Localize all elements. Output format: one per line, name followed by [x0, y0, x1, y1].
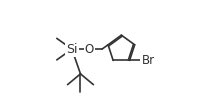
Text: Si: Si — [66, 43, 78, 56]
Text: O: O — [84, 43, 94, 56]
Text: Br: Br — [141, 54, 155, 67]
